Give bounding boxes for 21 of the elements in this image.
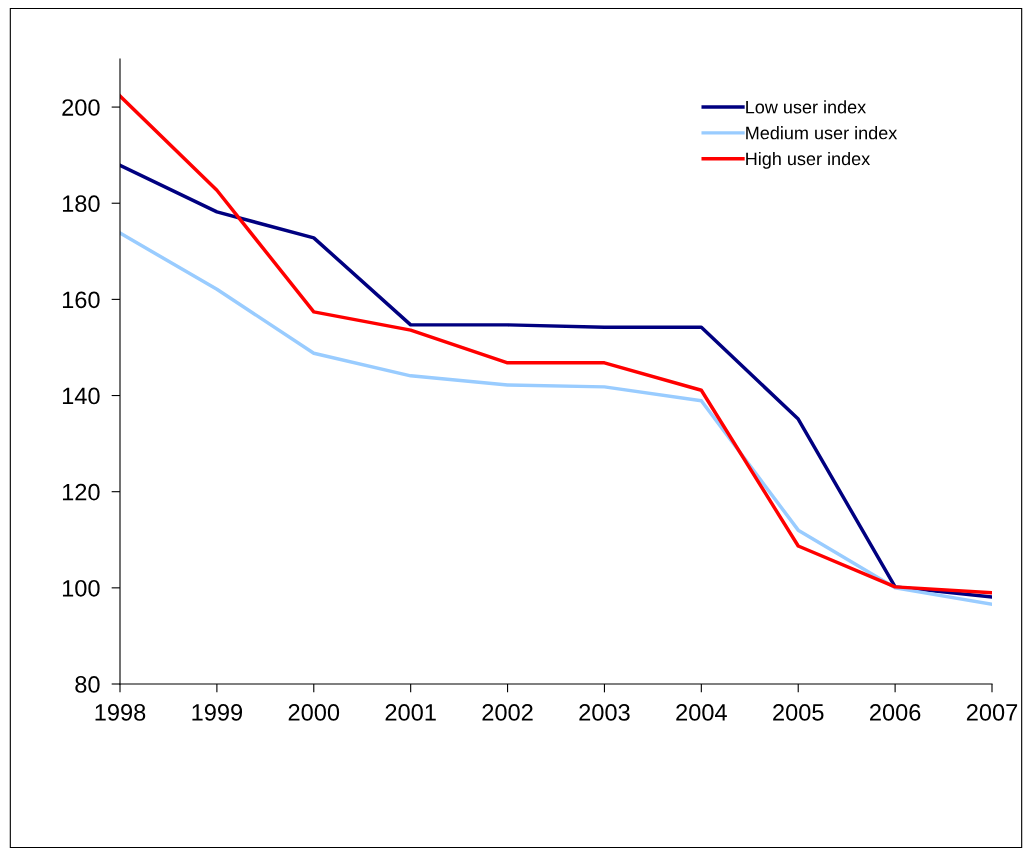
x-tick-label: 2004 [676, 704, 727, 721]
x-tick-label: 2001 [385, 704, 436, 721]
x-tick-label: 1998 [95, 704, 146, 721]
y-tick-label: 140 [62, 387, 100, 405]
y-tick-label: 160 [62, 291, 100, 309]
y-tick-label: 80 [75, 676, 100, 693]
x-tick-label: 1999 [192, 704, 243, 721]
legend-label: Medium user index [746, 126, 898, 140]
y-tick-label: 120 [62, 483, 100, 501]
y-tick-label: 180 [62, 195, 100, 213]
x-tick-label: 2003 [579, 704, 630, 721]
legend-label: Low user index [746, 100, 866, 114]
x-tick-label: 2007 [966, 704, 1018, 721]
y-tick-label: 200 [62, 99, 100, 116]
y-tick-label: 100 [62, 579, 100, 597]
x-tick-label: 2005 [773, 704, 824, 721]
line-series [120, 231, 992, 606]
x-tick-label: 2002 [482, 704, 533, 721]
x-tick-label: 2006 [870, 704, 921, 721]
legend-label: High user index [746, 151, 870, 169]
x-tick-label: 2000 [288, 704, 340, 721]
